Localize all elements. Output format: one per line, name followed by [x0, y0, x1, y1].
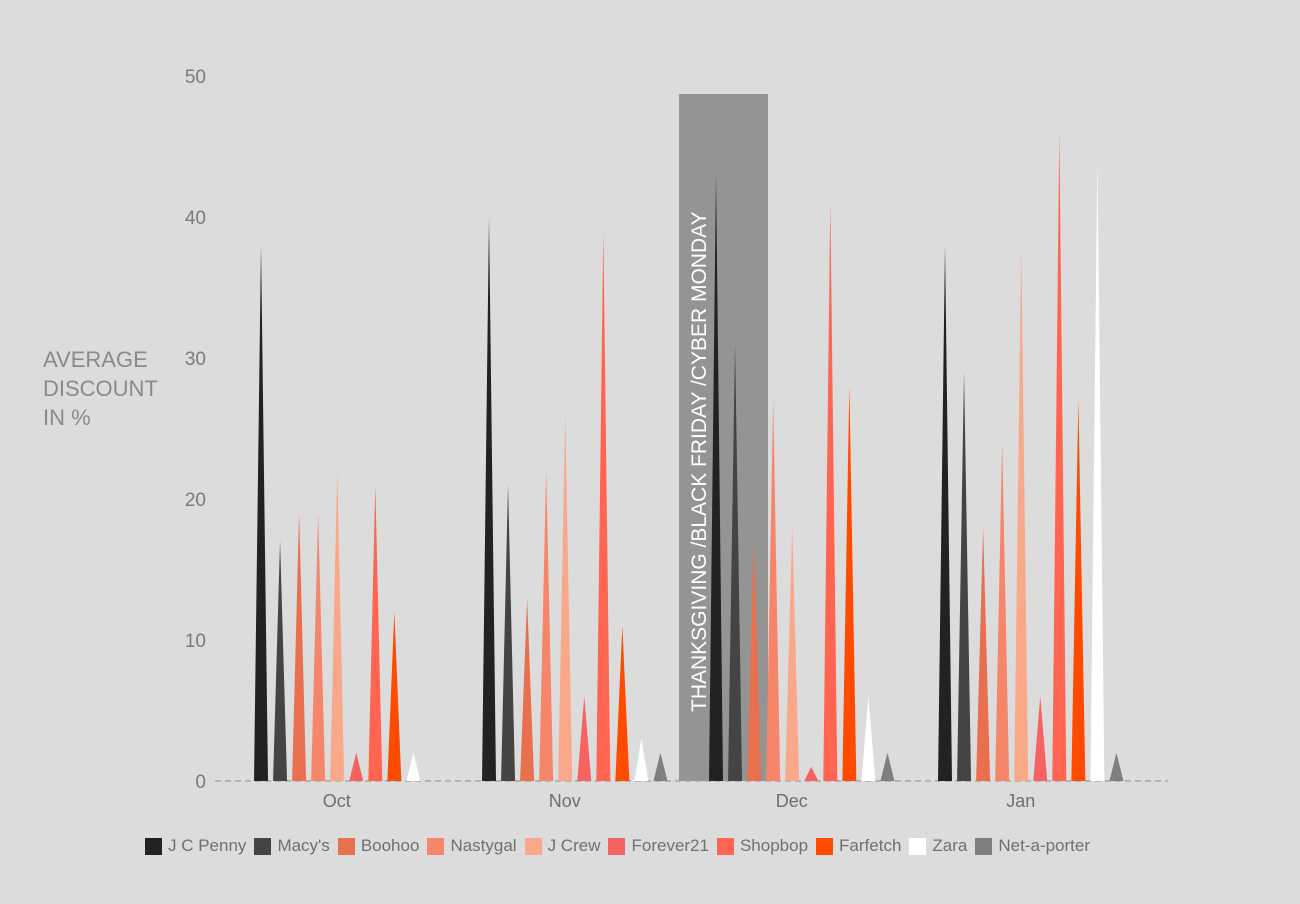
bar-j-crew-oct: [330, 470, 345, 781]
y-axis-label-line-2: DISCOUNT: [43, 376, 158, 401]
x-tick-label: Nov: [549, 791, 581, 811]
x-tick-label: Jan: [1006, 791, 1035, 811]
legend-label: J C Penny: [168, 836, 247, 855]
bar-forever21-nov: [577, 696, 592, 781]
legend-item: Macy's: [254, 836, 330, 856]
bar-zara-jan: [1090, 160, 1105, 782]
bar-shopbop-jan: [1052, 132, 1067, 781]
legend-swatch: [909, 837, 927, 855]
bar-zara-oct: [406, 752, 421, 781]
legend-swatch: [608, 837, 626, 855]
legend-swatch: [524, 837, 542, 855]
y-tick-label: 40: [185, 208, 206, 229]
legend-item: J Crew: [524, 836, 601, 856]
legend-item: Net-a-porter: [975, 836, 1090, 856]
bar-j-c-penny-oct: [254, 245, 268, 781]
legend-item: Zara: [909, 836, 967, 856]
legend-item: J C Penny: [145, 836, 246, 856]
bar-nastygal-oct: [311, 513, 326, 781]
legend-label: Farfetch: [839, 836, 902, 855]
bar-boohoo-nov: [520, 597, 535, 781]
legend-swatch: [145, 837, 162, 855]
legend-item: Shopbop: [716, 836, 809, 856]
bar-j-c-penny-jan: [938, 245, 952, 781]
bar-macy-s-nov: [501, 484, 516, 781]
legend-swatch: [975, 837, 993, 855]
bar-boohoo-jan: [976, 527, 991, 781]
bar-net-a-porter-jan: [1109, 752, 1124, 781]
legend-label: Boohoo: [360, 836, 420, 855]
legend-item: Boohoo: [337, 836, 420, 856]
bar-net-a-porter-nov: [653, 752, 668, 781]
bar-j-crew-jan: [1014, 245, 1029, 781]
bar-j-c-penny-nov: [482, 217, 496, 781]
bar-macy-s-dec: [728, 343, 743, 781]
bar-shopbop-oct: [368, 484, 383, 781]
bar-farfetch-jan: [1071, 400, 1086, 781]
bar-nastygal-jan: [995, 442, 1010, 781]
bar-macy-s-jan: [957, 372, 972, 781]
y-tick-label: 20: [185, 490, 206, 511]
legend-label: Forever21: [631, 836, 709, 855]
y-tick-label: 30: [185, 349, 206, 370]
bar-nastygal-nov: [539, 470, 554, 781]
bar-farfetch-oct: [387, 611, 402, 781]
bar-shopbop-nov: [596, 231, 611, 782]
legend-item: Farfetch: [816, 836, 901, 856]
legend-swatch: [427, 837, 445, 855]
legend: J C Penny Macy's Boohoo Nastygal J Crew Forev…: [145, 836, 1098, 856]
bar-farfetch-nov: [615, 625, 630, 781]
bar-net-a-porter-dec: [880, 752, 895, 781]
bar-zara-nov: [634, 738, 649, 781]
bar-boohoo-oct: [292, 513, 307, 781]
y-axis-label-line-3: IN %: [43, 405, 91, 430]
legend-swatch: [716, 837, 734, 855]
bar-shopbop-dec: [823, 202, 838, 781]
bar-j-c-penny-dec: [709, 174, 723, 781]
legend-swatch: [254, 837, 272, 855]
legend-label: Net-a-porter: [998, 836, 1091, 855]
legend-swatch: [337, 837, 355, 855]
bar-j-crew-nov: [558, 414, 573, 781]
legend-label: Nastygal: [450, 836, 517, 855]
bar-macy-s-oct: [273, 541, 288, 781]
legend-item: Forever21: [608, 836, 709, 856]
bar-boohoo-dec: [747, 541, 762, 781]
legend-label: Zara: [932, 836, 968, 855]
y-axis-label-line-1: AVERAGE: [43, 347, 148, 372]
bar-nastygal-dec: [766, 400, 781, 781]
bar-zara-dec: [861, 696, 876, 781]
legend-label: J Crew: [547, 836, 601, 855]
legend-swatch: [816, 837, 834, 855]
annotation-label: THANKSGIVING /BLACK FRIDAY /CYBER MONDAY: [688, 211, 711, 712]
x-tick-label: Oct: [323, 791, 351, 811]
y-tick-label: 10: [185, 631, 206, 652]
bar-forever21-oct: [349, 752, 364, 781]
bar-farfetch-dec: [842, 386, 857, 781]
legend-label: Shopbop: [739, 836, 809, 855]
x-tick-label: Dec: [776, 791, 808, 811]
bar-forever21-dec: [804, 766, 819, 781]
y-tick-label: 0: [195, 772, 206, 793]
legend-label: Macy's: [277, 836, 330, 855]
bar-forever21-jan: [1033, 696, 1048, 781]
y-tick-label: 50: [185, 67, 206, 88]
legend-item: Nastygal: [427, 836, 517, 856]
bar-j-crew-dec: [785, 527, 800, 781]
